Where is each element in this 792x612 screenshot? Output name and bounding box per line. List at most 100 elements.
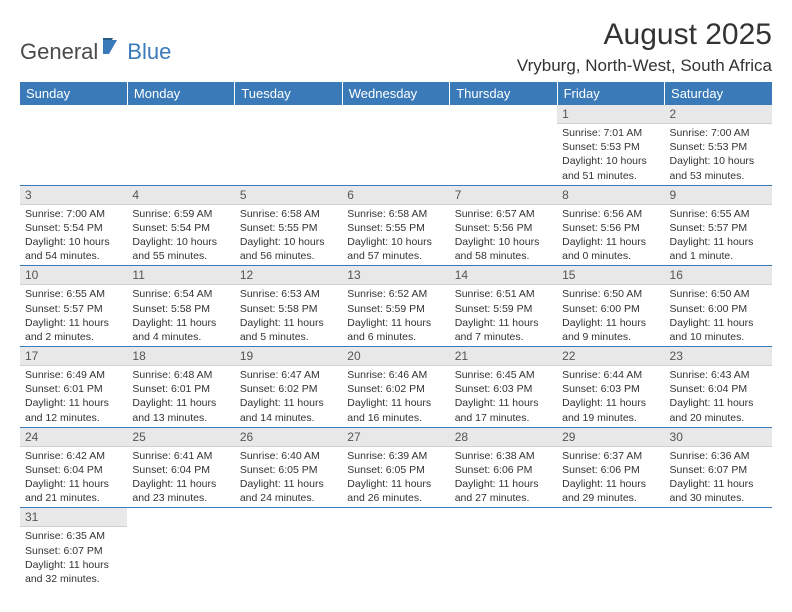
calendar-cell bbox=[235, 508, 342, 588]
sunrise-text: Sunrise: 6:50 AM bbox=[670, 287, 767, 301]
day-header: Friday bbox=[557, 82, 664, 105]
daylight-text: Daylight: 11 hours and 21 minutes. bbox=[25, 477, 122, 505]
calendar-cell: 13Sunrise: 6:52 AMSunset: 5:59 PMDayligh… bbox=[342, 266, 449, 347]
sunset-text: Sunset: 6:04 PM bbox=[670, 382, 767, 396]
daylight-text: Daylight: 11 hours and 14 minutes. bbox=[240, 396, 337, 424]
calendar-cell: 5Sunrise: 6:58 AMSunset: 5:55 PMDaylight… bbox=[235, 185, 342, 266]
day-details: Sunrise: 6:44 AMSunset: 6:03 PMDaylight:… bbox=[557, 366, 664, 427]
day-details: Sunrise: 6:58 AMSunset: 5:55 PMDaylight:… bbox=[342, 205, 449, 266]
sunset-text: Sunset: 6:01 PM bbox=[132, 382, 229, 396]
calendar-week: 24Sunrise: 6:42 AMSunset: 6:04 PMDayligh… bbox=[20, 427, 772, 508]
sunrise-text: Sunrise: 6:51 AM bbox=[455, 287, 552, 301]
daylight-text: Daylight: 11 hours and 9 minutes. bbox=[562, 316, 659, 344]
calendar-table: SundayMondayTuesdayWednesdayThursdayFrid… bbox=[20, 82, 772, 588]
brand-part1: General bbox=[20, 39, 98, 65]
sunrise-text: Sunrise: 6:52 AM bbox=[347, 287, 444, 301]
sunrise-text: Sunrise: 6:36 AM bbox=[670, 449, 767, 463]
daylight-text: Daylight: 11 hours and 4 minutes. bbox=[132, 316, 229, 344]
calendar-cell: 15 Sunrise: 6:50 AMSunset: 6:00 PMDayligh… bbox=[557, 266, 664, 347]
sunset-text: Sunset: 6:00 PM bbox=[562, 302, 659, 316]
daylight-text: Daylight: 11 hours and 20 minutes. bbox=[670, 396, 767, 424]
calendar-cell: 20Sunrise: 6:46 AMSunset: 6:02 PMDayligh… bbox=[342, 347, 449, 428]
sunrise-text: Sunrise: 7:00 AM bbox=[25, 207, 122, 221]
day-header: Thursday bbox=[450, 82, 557, 105]
sunrise-text: Sunrise: 6:43 AM bbox=[670, 368, 767, 382]
day-details: Sunrise: 6:40 AMSunset: 6:05 PMDaylight:… bbox=[235, 447, 342, 508]
calendar-cell: 4Sunrise: 6:59 AMSunset: 5:54 PMDaylight… bbox=[127, 185, 234, 266]
sunrise-text: Sunrise: 6:59 AM bbox=[132, 207, 229, 221]
sunrise-text: Sunrise: 7:00 AM bbox=[670, 126, 767, 140]
day-number: 29 bbox=[557, 428, 664, 447]
sunset-text: Sunset: 6:02 PM bbox=[240, 382, 337, 396]
day-number: 8 bbox=[557, 186, 664, 205]
sunrise-text: Sunrise: 6:35 AM bbox=[25, 529, 122, 543]
day-of-week-row: SundayMondayTuesdayWednesdayThursdayFrid… bbox=[20, 82, 772, 105]
sunset-text: Sunset: 5:54 PM bbox=[25, 221, 122, 235]
day-details: Sunrise: 7:00 AMSunset: 5:54 PMDaylight:… bbox=[20, 205, 127, 266]
sunset-text: Sunset: 6:06 PM bbox=[562, 463, 659, 477]
calendar-week: 3Sunrise: 7:00 AMSunset: 5:54 PMDaylight… bbox=[20, 185, 772, 266]
day-header: Saturday bbox=[665, 82, 772, 105]
sunset-text: Sunset: 5:57 PM bbox=[670, 221, 767, 235]
calendar-cell: 2Sunrise: 7:00 AMSunset: 5:53 PMDaylight… bbox=[665, 105, 772, 185]
daylight-text: Daylight: 11 hours and 16 minutes. bbox=[347, 396, 444, 424]
sunrise-text: Sunrise: 6:58 AM bbox=[240, 207, 337, 221]
day-number: 6 bbox=[342, 186, 449, 205]
sunrise-text: Sunrise: 6:54 AM bbox=[132, 287, 229, 301]
calendar-week: 31Sunrise: 6:35 AMSunset: 6:07 PMDayligh… bbox=[20, 508, 772, 588]
brand-logo: General Blue bbox=[20, 38, 171, 65]
sunset-text: Sunset: 5:56 PM bbox=[455, 221, 552, 235]
sunset-text: Sunset: 5:54 PM bbox=[132, 221, 229, 235]
calendar-cell: 29Sunrise: 6:37 AMSunset: 6:06 PMDayligh… bbox=[557, 427, 664, 508]
calendar-week: 10Sunrise: 6:55 AMSunset: 5:57 PMDayligh… bbox=[20, 266, 772, 347]
day-details: Sunrise: 6:37 AMSunset: 6:06 PMDaylight:… bbox=[557, 447, 664, 508]
day-details: Sunrise: 6:52 AMSunset: 5:59 PMDaylight:… bbox=[342, 285, 449, 346]
day-header: Wednesday bbox=[342, 82, 449, 105]
sunrise-text: Sunrise: 6:49 AM bbox=[25, 368, 122, 382]
sunset-text: Sunset: 6:04 PM bbox=[25, 463, 122, 477]
day-header: Monday bbox=[127, 82, 234, 105]
daylight-text: Daylight: 11 hours and 2 minutes. bbox=[25, 316, 122, 344]
daylight-text: Daylight: 11 hours and 13 minutes. bbox=[132, 396, 229, 424]
day-details: Sunrise: 6:46 AMSunset: 6:02 PMDaylight:… bbox=[342, 366, 449, 427]
day-details: Sunrise: 6:48 AMSunset: 6:01 PMDaylight:… bbox=[127, 366, 234, 427]
calendar-cell: 23Sunrise: 6:43 AMSunset: 6:04 PMDayligh… bbox=[665, 347, 772, 428]
day-details: Sunrise: 7:00 AMSunset: 5:53 PMDaylight:… bbox=[665, 124, 772, 185]
calendar-cell bbox=[342, 105, 449, 185]
day-details: Sunrise: 6:50 AMSunset: 6:00 PMDaylight:… bbox=[665, 285, 772, 346]
calendar-cell: 11Sunrise: 6:54 AMSunset: 5:58 PMDayligh… bbox=[127, 266, 234, 347]
location-text: Vryburg, North-West, South Africa bbox=[517, 56, 772, 76]
calendar-cell bbox=[450, 508, 557, 588]
calendar-cell: 6Sunrise: 6:58 AMSunset: 5:55 PMDaylight… bbox=[342, 185, 449, 266]
daylight-text: Daylight: 11 hours and 27 minutes. bbox=[455, 477, 552, 505]
calendar-cell: 12Sunrise: 6:53 AMSunset: 5:58 PMDayligh… bbox=[235, 266, 342, 347]
sunrise-text: Sunrise: 6:50 AM bbox=[562, 287, 659, 301]
sunrise-text: Sunrise: 6:42 AM bbox=[25, 449, 122, 463]
daylight-text: Daylight: 11 hours and 1 minute. bbox=[670, 235, 767, 263]
day-details: Sunrise: 6:57 AMSunset: 5:56 PMDaylight:… bbox=[450, 205, 557, 266]
daylight-text: Daylight: 10 hours and 55 minutes. bbox=[132, 235, 229, 263]
day-number: 16 bbox=[665, 266, 772, 285]
calendar-cell bbox=[127, 508, 234, 588]
calendar-cell: 19Sunrise: 6:47 AMSunset: 6:02 PMDayligh… bbox=[235, 347, 342, 428]
calendar-cell: 1Sunrise: 7:01 AMSunset: 5:53 PMDaylight… bbox=[557, 105, 664, 185]
day-details: Sunrise: 6:55 AMSunset: 5:57 PMDaylight:… bbox=[20, 285, 127, 346]
sunset-text: Sunset: 5:53 PM bbox=[562, 140, 659, 154]
day-header: Tuesday bbox=[235, 82, 342, 105]
day-number: 26 bbox=[235, 428, 342, 447]
daylight-text: Daylight: 11 hours and 17 minutes. bbox=[455, 396, 552, 424]
day-details: Sunrise: 6:39 AMSunset: 6:05 PMDaylight:… bbox=[342, 447, 449, 508]
calendar-week: 1Sunrise: 7:01 AMSunset: 5:53 PMDaylight… bbox=[20, 105, 772, 185]
day-header: Sunday bbox=[20, 82, 127, 105]
sunset-text: Sunset: 6:05 PM bbox=[347, 463, 444, 477]
day-details: Sunrise: 6:58 AMSunset: 5:55 PMDaylight:… bbox=[235, 205, 342, 266]
calendar-cell: 3Sunrise: 7:00 AMSunset: 5:54 PMDaylight… bbox=[20, 185, 127, 266]
sunset-text: Sunset: 6:06 PM bbox=[455, 463, 552, 477]
day-details: Sunrise: 6:36 AMSunset: 6:07 PMDaylight:… bbox=[665, 447, 772, 508]
sunset-text: Sunset: 6:02 PM bbox=[347, 382, 444, 396]
sunset-text: Sunset: 5:56 PM bbox=[562, 221, 659, 235]
day-details: Sunrise: 6:49 AMSunset: 6:01 PMDaylight:… bbox=[20, 366, 127, 427]
day-number: 15 bbox=[557, 266, 664, 285]
day-number: 21 bbox=[450, 347, 557, 366]
calendar-cell: 31Sunrise: 6:35 AMSunset: 6:07 PMDayligh… bbox=[20, 508, 127, 588]
